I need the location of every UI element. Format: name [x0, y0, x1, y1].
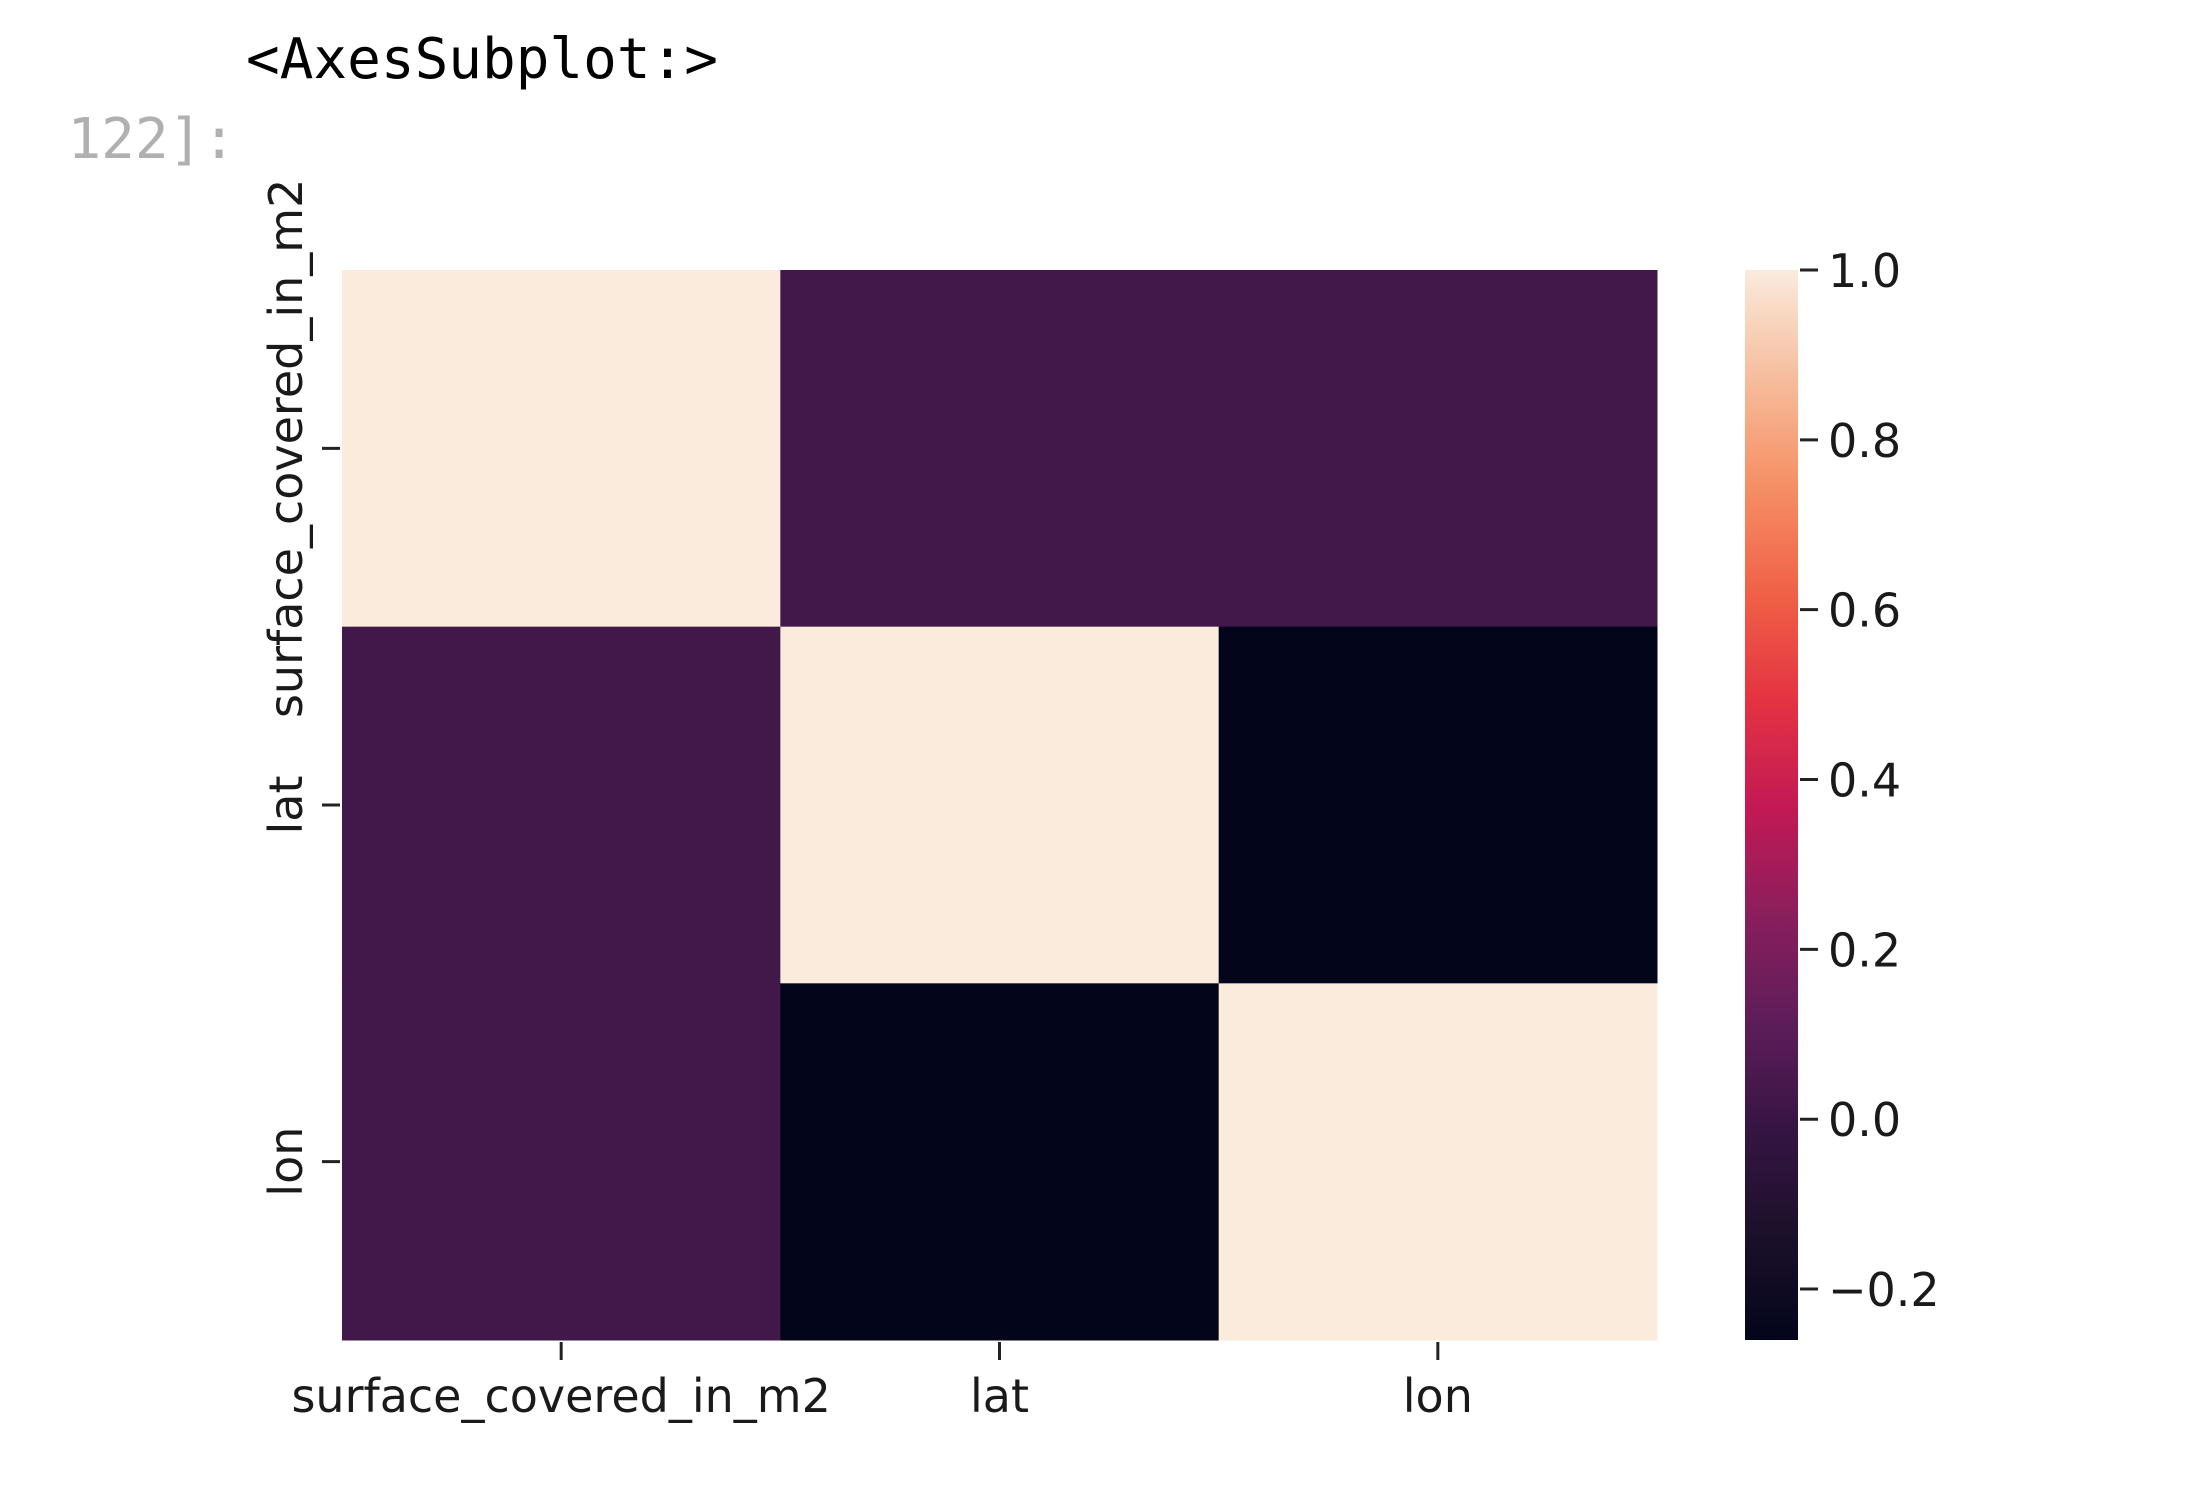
- y-tick-label-2: lon: [259, 1127, 313, 1197]
- heatmap-cells: [342, 270, 1658, 1341]
- colorbar-tick-label-5: 0.8: [1828, 414, 1901, 468]
- x-tick-label-1: lat: [970, 1369, 1029, 1423]
- x-axis: surface_covered_in_m2 lat lon: [291, 1342, 1473, 1423]
- colorbar-gradient: [1745, 270, 1798, 1340]
- colorbar-tick-label-0: −0.2: [1828, 1263, 1940, 1317]
- colorbar-tick-label-1: 0.0: [1828, 1093, 1901, 1147]
- x-tick-label-0: surface_covered_in_m2: [291, 1369, 830, 1423]
- heatmap-cell-1-2: [1218, 626, 1658, 984]
- colorbar-tick-label-2: 0.2: [1828, 923, 1901, 977]
- heatmap-cell-2-0: [342, 983, 781, 1341]
- x-tick-label-2: lon: [1403, 1369, 1473, 1423]
- heatmap-cell-0-1: [780, 270, 1220, 628]
- colorbar: −0.2 0.0 0.2 0.4 0.6 0.8 1.0: [1745, 244, 1940, 1340]
- heatmap-cell-0-0: [342, 270, 781, 628]
- y-tick-label-1: lat: [259, 775, 313, 834]
- heatmap-cell-0-2: [1218, 270, 1658, 628]
- execution-count: 122]:: [67, 107, 237, 172]
- output-repr: <AxesSubplot:>: [246, 27, 719, 92]
- output-prompt: 122]: <AxesSubplot:>: [0, 20, 718, 172]
- y-tick-label-0: surface_covered_in_m2: [259, 179, 313, 718]
- heatmap-cell-1-1: [780, 626, 1220, 984]
- colorbar-tick-label-3: 0.4: [1828, 754, 1901, 808]
- colorbar-tick-label-4: 0.6: [1828, 584, 1901, 638]
- heatmap-cell-1-0: [342, 626, 781, 984]
- colorbar-tick-label-6: 1.0: [1828, 244, 1901, 298]
- heatmap-cell-2-2: [1218, 983, 1658, 1341]
- heatmap-cell-2-1: [780, 983, 1220, 1341]
